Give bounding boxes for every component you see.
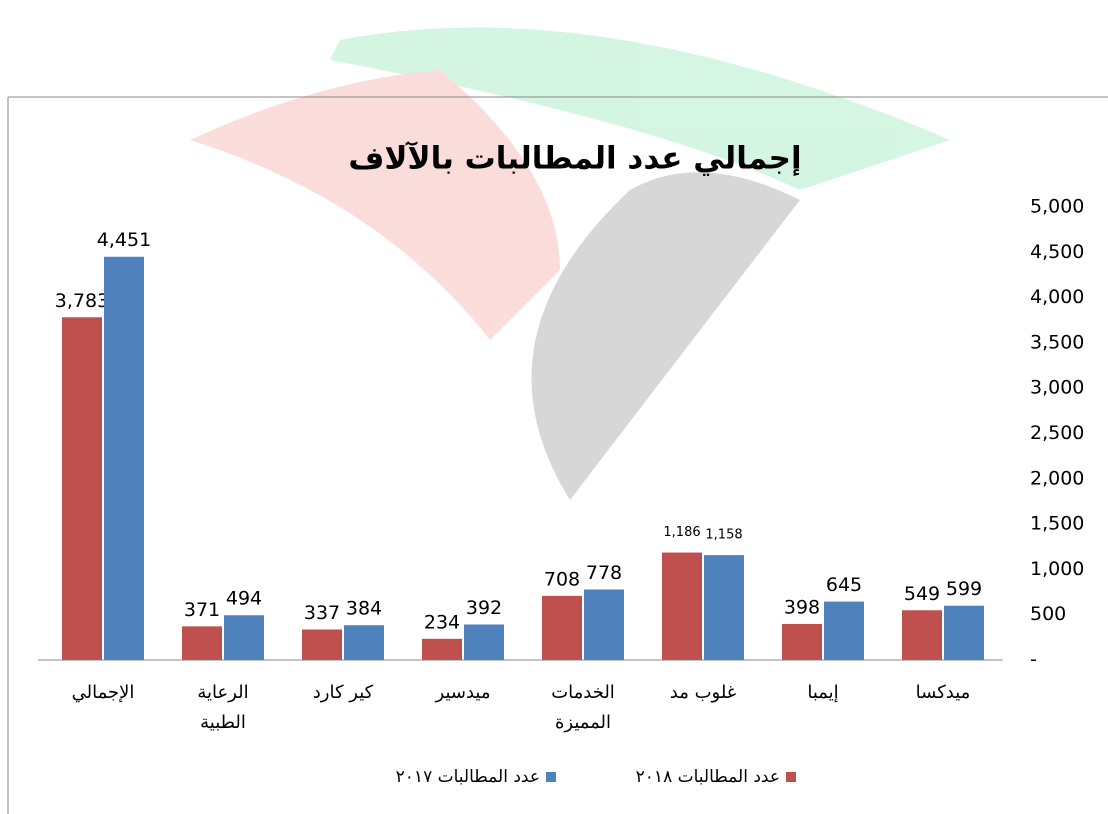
bar <box>104 256 144 660</box>
data-label: 392 <box>466 597 502 619</box>
data-label: 398 <box>784 596 820 618</box>
x-tick-label: إيمبا <box>807 682 839 703</box>
y-tick-label: 2,500 <box>1030 422 1084 444</box>
y-tick-label: 1,000 <box>1030 558 1084 580</box>
bar <box>782 623 822 660</box>
bar <box>464 624 504 660</box>
bar <box>302 629 342 660</box>
bar <box>542 595 582 660</box>
data-label: 234 <box>424 611 460 633</box>
bar <box>182 626 222 660</box>
bar <box>704 555 744 660</box>
y-tick-label: 500 <box>1030 603 1066 625</box>
data-label: 337 <box>304 602 340 624</box>
x-tick-label: الخدمات المميزة <box>551 682 615 733</box>
bar <box>902 610 942 660</box>
data-label: 778 <box>586 562 622 584</box>
y-tick-label: 5,000 <box>1030 196 1084 218</box>
data-label: 371 <box>184 599 220 621</box>
data-label: 3,783 <box>55 290 109 312</box>
data-label: 599 <box>946 578 982 600</box>
y-tick-label: 4,000 <box>1030 286 1084 308</box>
y-tick-label: 1,500 <box>1030 513 1084 535</box>
watermark <box>190 27 950 500</box>
y-tick-label: 2,000 <box>1030 467 1084 489</box>
y-tick-label: 4,500 <box>1030 241 1084 263</box>
data-label: 549 <box>904 583 940 605</box>
bar <box>944 605 984 660</box>
data-label: 384 <box>346 598 382 620</box>
bar <box>224 615 264 660</box>
x-tick-label: كير كارد <box>312 682 374 703</box>
legend-label: عدد المطالبات ٢٠١٨ <box>636 767 780 787</box>
bar <box>62 317 102 660</box>
bar <box>584 589 624 660</box>
data-label: 4,451 <box>97 229 151 251</box>
data-label: 645 <box>826 574 862 596</box>
x-tick-label: غلوب مد <box>669 682 737 703</box>
x-tick-label: الرعاية الطبية <box>197 682 249 733</box>
legend-swatch <box>786 772 796 782</box>
y-tick-label: 3,500 <box>1030 331 1084 353</box>
legend-swatch <box>546 772 556 782</box>
bar <box>422 638 462 660</box>
x-tick-label: ميدكسا <box>915 682 971 703</box>
data-label: 1,158 <box>705 528 742 543</box>
x-tick-label: ميدسير <box>435 682 491 703</box>
bar <box>662 552 702 660</box>
y-tick-label: - <box>1030 649 1037 671</box>
bar <box>344 625 384 660</box>
data-label: 1,186 <box>663 525 700 540</box>
y-tick-label: 3,000 <box>1030 377 1084 399</box>
data-label: 708 <box>544 568 580 590</box>
data-label: 494 <box>226 588 262 610</box>
x-tick-label: الإجمالي <box>71 682 135 703</box>
chart-title: إجمالي عدد المطالبات بالآلاف <box>348 140 801 177</box>
bar <box>824 601 864 660</box>
legend-label: عدد المطالبات ٢٠١٧ <box>396 767 540 787</box>
